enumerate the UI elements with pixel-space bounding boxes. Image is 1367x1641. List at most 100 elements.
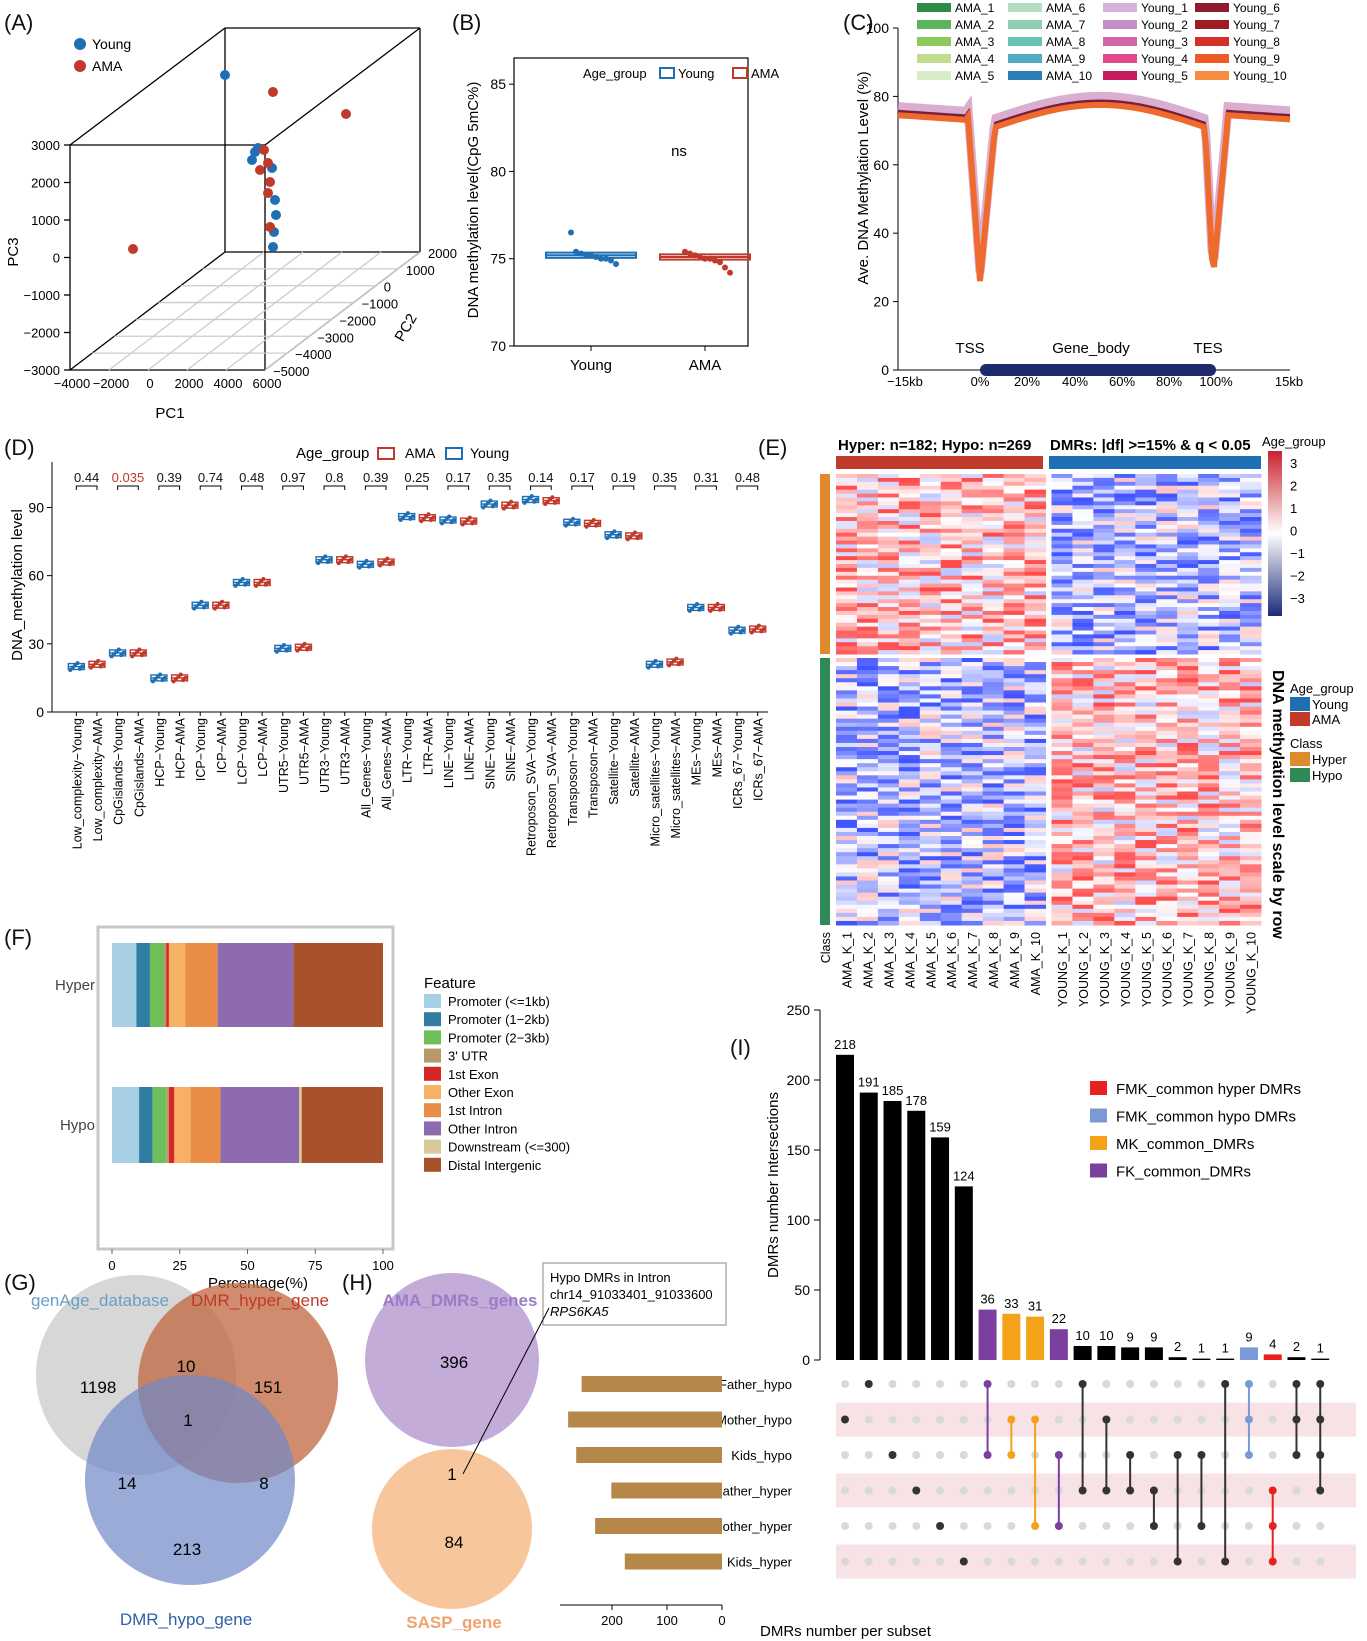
heatmap-cell [836,888,858,894]
heatmap-cell [856,686,879,691]
heatmap-cell [877,509,900,514]
matrix-dot [864,1486,873,1495]
heatmap-cell [1156,815,1178,821]
heatmap-cell [856,634,879,639]
heatmap-cell [877,759,900,764]
heatmap-cell [1219,815,1241,821]
heatmap-cell [836,694,858,699]
heatmap-cell [982,747,1005,752]
heatmap-cell [1135,658,1157,663]
heatmap-cell [1072,900,1094,906]
heatmap-cell [1198,505,1220,510]
heatmap-cell [856,587,879,592]
heatmap-cell [961,904,984,910]
heatmap-cell [961,607,984,612]
heatmap-cell [836,799,858,805]
x-tick-label: LTR−Young [401,718,415,783]
heatmap-cell [877,544,900,549]
heatmap-cell [1072,819,1094,825]
heatmap-cell [961,831,984,837]
heatmap-cell [982,658,1005,663]
heatmap-cell [1114,718,1136,724]
heatmap-cell [1177,682,1199,687]
heatmap-cell [856,556,879,561]
gene-body-bar [980,364,1216,376]
heatmap-cell [1003,726,1026,732]
heatmap-cell [1156,528,1178,534]
heatmap-cell [982,583,1005,588]
heatmap-cell [1024,775,1046,780]
heatmap-cell [1135,614,1157,620]
heatmap-cell [1219,567,1241,573]
heatmap-cell [1177,896,1199,902]
heatmap-cell [1135,759,1157,764]
count-hyper-only: 151 [254,1378,282,1397]
heatmap-cell [1198,872,1220,877]
heatmap-cell [877,892,900,898]
heatmap-cell [898,807,921,813]
point [410,514,415,519]
intersection-bar-label: 185 [882,1083,904,1098]
heatmap-cell [940,662,963,667]
point [204,603,209,608]
heatmap-cell [919,489,942,495]
legend-label: Young_2 [1141,18,1188,32]
heatmap-cell [1240,567,1262,573]
heatmap-cell [877,678,900,683]
point [488,498,493,503]
heatmap-cell [898,767,921,772]
heatmap-cell [1135,567,1157,573]
heatmap-cell [919,742,942,748]
heatmap-cell [1156,763,1178,768]
heatmap-cell [836,540,858,545]
heatmap-cell [1240,819,1262,825]
heatmap-cell [898,751,921,756]
heatmap-cell [919,614,942,620]
heatmap-cell [1114,920,1136,926]
heatmap-cell [877,650,900,655]
heatmap-cell [898,860,921,865]
heatmap-cell [1114,904,1136,910]
heatmap-cell [982,831,1005,837]
heatmap-cell [856,575,879,581]
heatmap-cell [1135,896,1157,902]
heatmap-cell [1177,920,1199,926]
panel-e-heatmap: Hyper: n=182; Hypo: n=269 DMRs: |df| >=15… [819,434,1354,1014]
heatmap-cell [898,811,921,817]
heatmap-cell [1198,706,1220,712]
heatmap-cell [1072,567,1094,573]
heatmap-cell [1135,836,1157,841]
point-young [593,253,599,260]
heatmap-cell [836,848,858,853]
heatmap-cell [1072,520,1094,526]
heatmap-cell [898,734,921,740]
column-label: AMA_K_7 [966,932,980,988]
heatmap-cell [940,848,963,853]
legend-marker-ama [74,60,86,72]
heatmap-cell [1024,579,1046,585]
pc3-tick-label: 0 [53,251,60,266]
heatmap-cell [1072,823,1094,829]
heatmap-cell [1198,690,1220,695]
heatmap-cell [919,579,942,585]
heatmap-cell [982,567,1005,573]
point [369,562,374,567]
intersection-bar-label: 178 [905,1093,927,1108]
heatmap-cell [919,734,942,740]
heatmap-cell [1177,718,1199,724]
x-tick-label: UTR5−Young [277,718,291,793]
y-tick-label: 0 [881,362,889,378]
heatmap-cell [919,513,942,518]
heatmap-cell [856,474,879,479]
intersection-bar-label: 33 [1004,1296,1018,1311]
point [658,662,663,667]
set-label-hypo: DMR_hypo_gene [120,1610,252,1629]
heatmap-cell [940,626,963,632]
point [183,675,188,680]
intersection-bar-label: 191 [858,1075,880,1090]
heatmap-cell [1072,634,1094,639]
heatmap-cell [1003,799,1026,805]
heatmap-cell [898,682,921,687]
heatmap-cell [1072,726,1094,732]
